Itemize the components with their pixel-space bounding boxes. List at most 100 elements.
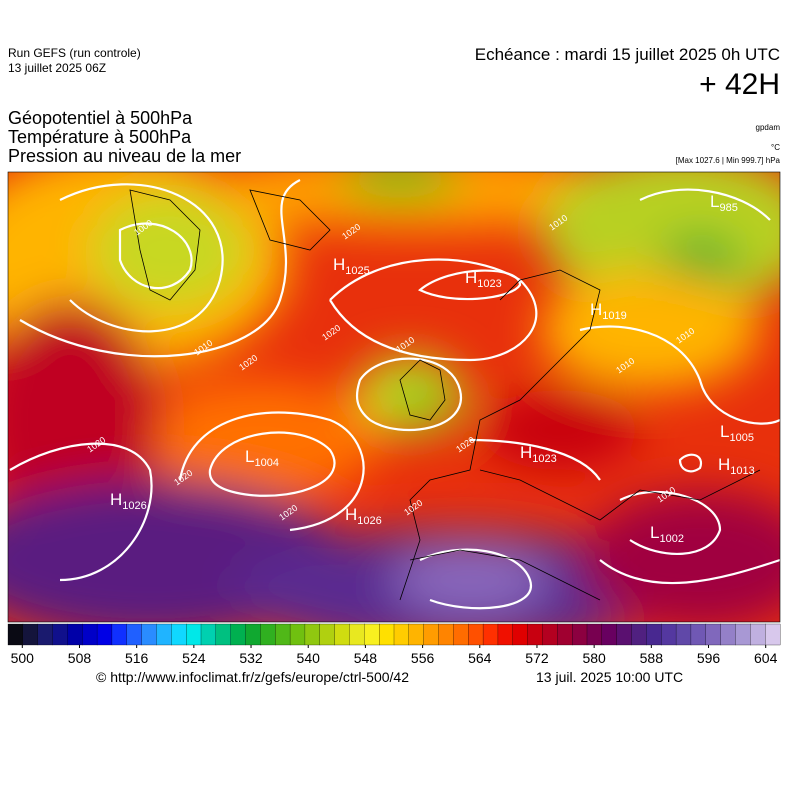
colorbar-swatch xyxy=(67,623,83,646)
colorbar-swatch xyxy=(423,623,439,646)
colorbar-swatch xyxy=(126,623,143,646)
pressure-center: L1004 xyxy=(245,447,279,469)
colorbar-swatch xyxy=(720,623,736,646)
center-value: 1023 xyxy=(477,278,501,290)
colorbar-swatch xyxy=(408,623,425,646)
center-letter: H xyxy=(520,443,532,462)
colorbar-swatch xyxy=(230,623,246,646)
center-value: 1005 xyxy=(729,432,753,444)
colorbar-swatch xyxy=(690,623,707,646)
colorbar-swatch xyxy=(289,623,306,646)
colorbar-swatch xyxy=(542,623,558,646)
colorbar-swatch xyxy=(37,623,53,646)
colorbar-swatch xyxy=(349,623,365,646)
center-value: 1026 xyxy=(357,515,381,527)
colorbar-swatch xyxy=(82,623,98,646)
colorbar-swatch xyxy=(364,623,380,646)
center-value: 1025 xyxy=(345,265,369,277)
colorbar-swatch xyxy=(572,623,588,646)
colorbar-swatch xyxy=(260,623,276,646)
colorbar-swatch xyxy=(705,623,722,646)
center-letter: H xyxy=(718,455,730,474)
center-value: 985 xyxy=(719,202,737,214)
center-value: 1013 xyxy=(730,465,754,477)
colorbar-swatch xyxy=(497,623,514,646)
colorbar-swatch xyxy=(482,623,499,646)
colorbar-swatch xyxy=(468,623,484,646)
colorbar-swatch xyxy=(215,623,232,646)
center-value: 1023 xyxy=(532,453,556,465)
colorbar-swatch xyxy=(601,623,618,646)
colorbar-swatch xyxy=(304,623,321,646)
pressure-center: H1023 xyxy=(520,443,557,465)
field-title: Pression au niveau de la mer xyxy=(8,146,242,166)
colorbar-swatch xyxy=(200,623,217,646)
pressure-center: L1005 xyxy=(720,422,754,444)
center-value: 1019 xyxy=(602,310,626,322)
colorbar-swatch xyxy=(171,623,187,646)
colorbar-tick-label: 516 xyxy=(125,650,149,666)
center-letter: H xyxy=(333,255,345,274)
colorbar-tick-label: 588 xyxy=(640,650,664,666)
colorbar-swatch xyxy=(631,623,647,646)
field-title: Température à 500hPa xyxy=(8,127,192,147)
unit: °C xyxy=(771,143,780,152)
center-value: 1004 xyxy=(254,457,278,469)
run-label: Run GEFS (run controle) xyxy=(8,46,141,60)
colorbar-swatch xyxy=(661,623,677,646)
colorbar-swatch xyxy=(438,623,454,646)
center-letter: H xyxy=(110,490,122,509)
center-letter: H xyxy=(345,505,357,524)
source: © http://www.infoclimat.fr/z/gefs/europe… xyxy=(96,669,410,685)
colorbar-tick-label: 564 xyxy=(468,650,492,666)
colorbar-swatch xyxy=(765,623,781,646)
colorbar-swatch xyxy=(52,623,68,646)
pressure-center: H1025 xyxy=(333,255,370,277)
colorbar-swatch xyxy=(22,623,39,646)
colorbar-tick-label: 524 xyxy=(182,650,206,666)
pressure-center: H1013 xyxy=(718,455,755,477)
center-value: 1002 xyxy=(659,533,683,545)
colorbar-tick-label: 508 xyxy=(68,650,92,666)
colorbar-tick-label: 540 xyxy=(297,650,321,666)
colorbar-tick-label: 532 xyxy=(239,650,263,666)
center-letter: L xyxy=(720,422,729,441)
unit: [Max 1027.6 | Min 999.7] hPa xyxy=(675,156,780,165)
colorbar-tick-label: 596 xyxy=(697,650,721,666)
colorbar-swatch xyxy=(735,623,751,646)
center-letter: L xyxy=(245,447,254,466)
pressure-center: H1026 xyxy=(110,490,147,512)
pressure-center: H1019 xyxy=(590,300,627,322)
colorbar-swatch xyxy=(245,623,261,646)
colorbar-tick-label: 556 xyxy=(411,650,435,666)
colorbar-tick-label: 572 xyxy=(525,650,549,666)
colorbar-swatch xyxy=(557,623,573,646)
colorbar-swatch xyxy=(527,623,543,646)
run-date: 13 juillet 2025 06Z xyxy=(8,61,107,75)
center-letter: H xyxy=(590,300,602,319)
colorbar-swatch xyxy=(646,623,662,646)
colorbar-swatch xyxy=(586,623,603,646)
colorbar-swatch xyxy=(156,623,172,646)
pressure-center: L1002 xyxy=(650,523,684,545)
colorbar-tick-label: 580 xyxy=(582,650,606,666)
pressure-center: H1023 xyxy=(465,268,502,290)
colorbar-swatch xyxy=(7,623,24,646)
center-letter: L xyxy=(710,192,719,211)
colorbar-swatch xyxy=(453,623,469,646)
colorbar-swatch xyxy=(512,623,529,646)
valid-time: Echéance : mardi 15 juillet 2025 0h UTC xyxy=(474,45,780,64)
colorbar-swatch xyxy=(616,623,632,646)
map-field xyxy=(8,172,780,622)
colorbar-swatch xyxy=(334,623,350,646)
colorbar-swatch xyxy=(393,623,410,646)
colorbar-swatch xyxy=(319,623,336,646)
colorbar-swatch xyxy=(379,623,395,646)
center-letter: H xyxy=(465,268,477,287)
colorbar-swatch xyxy=(141,623,157,646)
field-title: Géopotentiel à 500hPa xyxy=(8,108,193,128)
colorbar-swatch xyxy=(675,623,692,646)
center-value: 1026 xyxy=(122,500,146,512)
